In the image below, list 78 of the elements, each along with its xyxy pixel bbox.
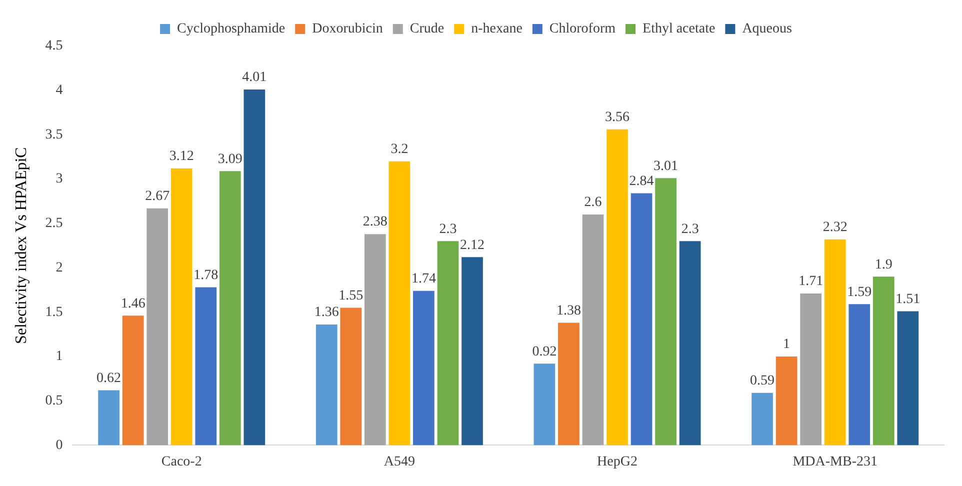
bar	[679, 241, 701, 446]
x-tick-label: HepG2	[597, 454, 638, 470]
y-tick-label: 4.5	[45, 38, 63, 54]
bar	[534, 364, 556, 446]
data-label: 2.38	[362, 214, 388, 230]
data-label: 2.6	[584, 195, 602, 210]
legend-label: Chloroform	[549, 22, 616, 37]
legend-label: Doxorubicin	[312, 22, 383, 37]
bar	[146, 208, 168, 446]
bar	[824, 239, 846, 446]
y-tick-label: 1	[56, 349, 63, 364]
data-label: 3.09	[218, 152, 242, 167]
bar	[98, 390, 120, 446]
data-label: 0.59	[750, 374, 775, 389]
y-axis-title: Selectivity index Vs HPAEpiC	[12, 147, 30, 344]
bar	[630, 193, 652, 446]
legend-label: Cyclophosphamide	[177, 22, 286, 37]
data-label: 1	[783, 337, 790, 352]
data-label: 3.2	[390, 142, 408, 157]
data-label: 3.01	[654, 158, 678, 174]
legend-label: Crude	[410, 22, 444, 37]
y-tick-label: 4	[56, 83, 63, 98]
bar	[364, 234, 386, 446]
data-label: 1.36	[314, 305, 339, 320]
data-label: 3.12	[169, 149, 194, 164]
bar	[776, 356, 798, 446]
bar	[388, 161, 410, 446]
bar	[558, 322, 580, 446]
x-tick-label: Caco-2	[161, 454, 202, 470]
data-label: 3.56	[605, 110, 630, 126]
bar	[872, 276, 894, 446]
data-label: 1.38	[556, 303, 581, 318]
bar	[800, 294, 822, 446]
data-label: 2.12	[460, 238, 485, 253]
data-label: 2.3	[681, 222, 699, 237]
data-label: 2.3	[439, 222, 457, 237]
bar	[219, 171, 241, 446]
legend-label: n-hexane	[471, 22, 522, 37]
bar	[413, 290, 434, 446]
y-tick-label: 0.5	[45, 394, 63, 409]
bar	[437, 241, 459, 446]
bar	[462, 257, 483, 446]
x-tick-label: A549	[384, 454, 415, 470]
legend-label: Aqueous	[742, 22, 792, 37]
data-label: 1.71	[798, 274, 824, 290]
data-label: 0.92	[532, 344, 557, 360]
legend-label: Ethyl acetate	[642, 22, 716, 37]
bar	[340, 308, 362, 446]
bar	[582, 214, 604, 446]
y-tick-label: 3	[56, 172, 63, 187]
y-tick-label: 0	[56, 438, 63, 453]
bar	[316, 324, 338, 446]
bar	[752, 392, 773, 446]
data-label: 0.62	[96, 370, 122, 386]
data-label: 4.01	[242, 70, 267, 86]
bar	[655, 178, 676, 446]
data-label: 1.74	[411, 272, 436, 287]
data-label: 1.59	[847, 284, 872, 300]
y-tick-label: 3.5	[45, 127, 63, 142]
bar	[195, 287, 217, 446]
y-tick-label: 1.5	[45, 304, 63, 320]
y-tick-label: 2.5	[45, 216, 63, 232]
data-label: 1.51	[896, 292, 920, 307]
data-label: 1.46	[120, 296, 146, 312]
data-label: 2.32	[822, 220, 848, 236]
data-label: 2.67	[145, 189, 170, 204]
bar	[122, 316, 144, 446]
data-label: 1.55	[338, 288, 364, 304]
bar	[244, 89, 266, 446]
data-label: 1.9	[874, 257, 892, 272]
bar	[897, 311, 919, 446]
y-tick-label: 2	[56, 260, 63, 276]
data-label: 1.78	[194, 268, 218, 283]
bar	[606, 129, 628, 446]
bar	[848, 304, 870, 446]
bar	[170, 168, 192, 446]
x-tick-label: MDA-MB-231	[792, 454, 878, 470]
data-label: 2.84	[629, 174, 654, 189]
